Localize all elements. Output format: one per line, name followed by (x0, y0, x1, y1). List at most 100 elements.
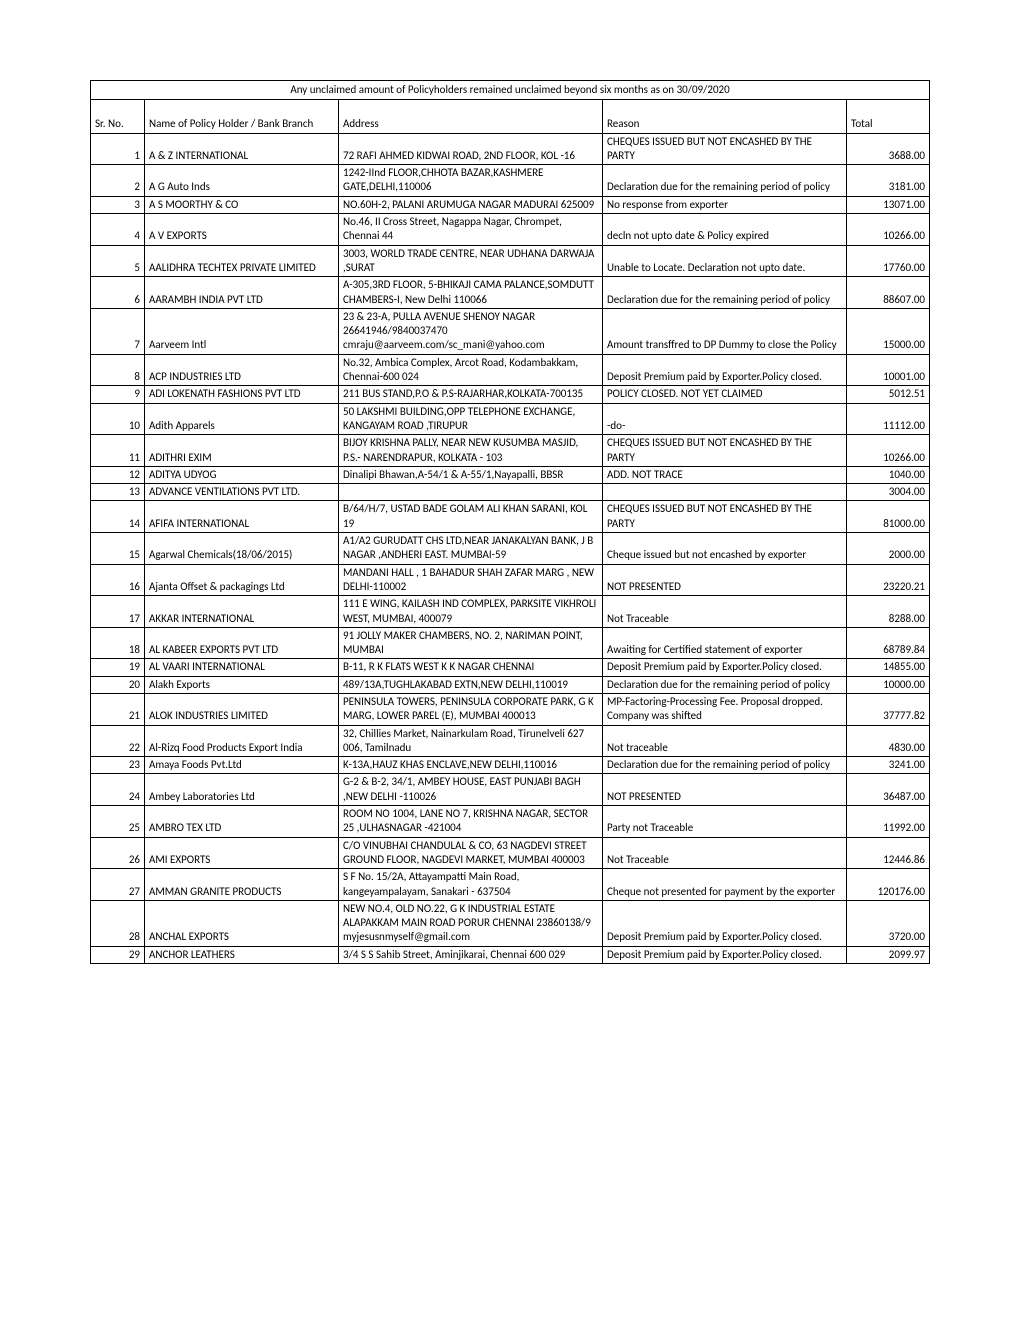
cell-reason: NOT PRESENTED (603, 564, 847, 596)
cell-total: 120176.00 (847, 869, 930, 901)
cell-reason: Cheque not presented for payment by the … (603, 869, 847, 901)
table-row: 16Ajanta Offset & packagings LtdMANDANI … (91, 564, 930, 596)
header-address: Address (339, 116, 603, 133)
cell-sr: 6 (91, 277, 145, 309)
cell-total: 17760.00 (847, 245, 930, 277)
table-row: 2A G Auto Inds1242-IInd FLOOR,CHHOTA BAZ… (91, 165, 930, 197)
cell-name: Al-Rizq Food Products Export India (145, 725, 339, 757)
cell-reason: CHEQUES ISSUED BUT NOT ENCASHED BY THE P… (603, 133, 847, 165)
cell-total: 1040.00 (847, 466, 930, 483)
cell-total: 11992.00 (847, 806, 930, 838)
table-row: 23Amaya Foods Pvt.LtdK-13A,HAUZ KHAS ENC… (91, 757, 930, 774)
cell-total: 15000.00 (847, 308, 930, 354)
cell-name: A S MOORTHY & CO (145, 196, 339, 213)
cell-total: 81000.00 (847, 501, 930, 533)
cell-name: AARAMBH INDIA PVT LTD (145, 277, 339, 309)
cell-address: 91 JOLLY MAKER CHAMBERS, NO. 2, NARIMAN … (339, 627, 603, 659)
cell-reason: decln not upto date & Policy expired (603, 214, 847, 246)
cell-reason: Declaration due for the remaining period… (603, 676, 847, 693)
cell-name: Agarwal Chemicals(18/06/2015) (145, 533, 339, 565)
cell-name: A V EXPORTS (145, 214, 339, 246)
cell-reason: Declaration due for the remaining period… (603, 165, 847, 197)
cell-sr: 8 (91, 354, 145, 386)
header-name: Name of Policy Holder / Bank Branch (145, 116, 339, 133)
cell-name: A G Auto Inds (145, 165, 339, 197)
table-title-row: Any unclaimed amount of Policyholders re… (91, 81, 930, 100)
cell-sr: 13 (91, 484, 145, 501)
cell-name: AMMAN GRANITE PRODUCTS (145, 869, 339, 901)
cell-name: AMBRO TEX LTD (145, 806, 339, 838)
table-row: 27AMMAN GRANITE PRODUCTSS F No. 15/2A, A… (91, 869, 930, 901)
cell-total: 3241.00 (847, 757, 930, 774)
cell-total: 3688.00 (847, 133, 930, 165)
cell-total: 3181.00 (847, 165, 930, 197)
cell-sr: 15 (91, 533, 145, 565)
cell-sr: 23 (91, 757, 145, 774)
policyholders-table: Any unclaimed amount of Policyholders re… (90, 80, 930, 964)
cell-sr: 26 (91, 837, 145, 869)
cell-total: 13071.00 (847, 196, 930, 213)
cell-address (339, 484, 603, 501)
cell-name: A & Z INTERNATIONAL (145, 133, 339, 165)
table-row: 22Al-Rizq Food Products Export India32, … (91, 725, 930, 757)
cell-reason: NOT PRESENTED (603, 774, 847, 806)
table-row: 5AALIDHRA TECHTEX PRIVATE LIMITED3003, W… (91, 245, 930, 277)
cell-sr: 21 (91, 693, 145, 725)
cell-address: No.32, Ambica Complex, Arcot Road, Kodam… (339, 354, 603, 386)
cell-sr: 22 (91, 725, 145, 757)
cell-total: 3004.00 (847, 484, 930, 501)
cell-sr: 19 (91, 659, 145, 676)
cell-reason: Deposit Premium paid by Exporter.Policy … (603, 900, 847, 946)
table-row: 17AKKAR INTERNATIONAL111 E WING, KAILASH… (91, 596, 930, 628)
cell-address: 211 BUS STAND,P.O & P.S-RAJARHAR,KOLKATA… (339, 386, 603, 403)
table-row: 19AL VAARI INTERNATIONALB-11, R K FLATS … (91, 659, 930, 676)
spacer-row (91, 100, 930, 117)
cell-address: Dinalipi Bhawan,A-54/1 & A-55/1,Nayapall… (339, 466, 603, 483)
cell-reason: Deposit Premium paid by Exporter.Policy … (603, 946, 847, 963)
table-row: 12ADITYA UDYOGDinalipi Bhawan,A-54/1 & A… (91, 466, 930, 483)
table-row: 20Alakh Exports489/13A,TUGHLAKABAD EXTN,… (91, 676, 930, 693)
cell-name: ANCHAL EXPORTS (145, 900, 339, 946)
cell-name: Amaya Foods Pvt.Ltd (145, 757, 339, 774)
cell-name: AMI EXPORTS (145, 837, 339, 869)
table-row: 8ACP INDUSTRIES LTDNo.32, Ambica Complex… (91, 354, 930, 386)
cell-total: 10001.00 (847, 354, 930, 386)
table-row: 14AFIFA INTERNATIONALB/64/H/7, USTAD BAD… (91, 501, 930, 533)
cell-address: C/O VINUBHAI CHANDULAL & CO, 63 NAGDEVI … (339, 837, 603, 869)
cell-reason: Not Traceable (603, 837, 847, 869)
cell-reason: MP-Factoring-Processing Fee. Proposal dr… (603, 693, 847, 725)
cell-name: AL VAARI INTERNATIONAL (145, 659, 339, 676)
cell-address: 3003, WORLD TRADE CENTRE, NEAR UDHANA DA… (339, 245, 603, 277)
cell-reason: Cheque issued but not encashed by export… (603, 533, 847, 565)
header-reason: Reason (603, 116, 847, 133)
cell-total: 12446.86 (847, 837, 930, 869)
cell-name: ACP INDUSTRIES LTD (145, 354, 339, 386)
cell-sr: 10 (91, 403, 145, 435)
cell-sr: 25 (91, 806, 145, 838)
cell-name: Ambey Laboratories Ltd (145, 774, 339, 806)
cell-address: 72 RAFI AHMED KIDWAI ROAD, 2ND FLOOR, KO… (339, 133, 603, 165)
cell-sr: 3 (91, 196, 145, 213)
cell-total: 8288.00 (847, 596, 930, 628)
table-row: 13ADVANCE VENTILATIONS PVT LTD. 3004.00 (91, 484, 930, 501)
cell-name: Adith Apparels (145, 403, 339, 435)
cell-sr: 1 (91, 133, 145, 165)
cell-total: 10266.00 (847, 214, 930, 246)
cell-total: 3720.00 (847, 900, 930, 946)
table-row: 10Adith Apparels50 LAKSHMI BUILDING,OPP … (91, 403, 930, 435)
table-row: 21ALOK INDUSTRIES LIMITEDPENINSULA TOWER… (91, 693, 930, 725)
table-body: 1A & Z INTERNATIONAL72 RAFI AHMED KIDWAI… (91, 133, 930, 963)
cell-name: Aarveem Intl (145, 308, 339, 354)
table-row: 1A & Z INTERNATIONAL72 RAFI AHMED KIDWAI… (91, 133, 930, 165)
cell-sr: 7 (91, 308, 145, 354)
cell-total: 4830.00 (847, 725, 930, 757)
table-row: 6AARAMBH INDIA PVT LTDA-305,3RD FLOOR, 5… (91, 277, 930, 309)
cell-sr: 20 (91, 676, 145, 693)
cell-address: 23 & 23-A, PULLA AVENUE SHENOY NAGAR 266… (339, 308, 603, 354)
cell-name: ADVANCE VENTILATIONS PVT LTD. (145, 484, 339, 501)
cell-total: 10266.00 (847, 435, 930, 467)
cell-address: B-11, R K FLATS WEST K K NAGAR CHENNAI (339, 659, 603, 676)
table-row: 3A S MOORTHY & CONO.60H-2, PALANI ARUMUG… (91, 196, 930, 213)
cell-total: 2000.00 (847, 533, 930, 565)
cell-sr: 2 (91, 165, 145, 197)
